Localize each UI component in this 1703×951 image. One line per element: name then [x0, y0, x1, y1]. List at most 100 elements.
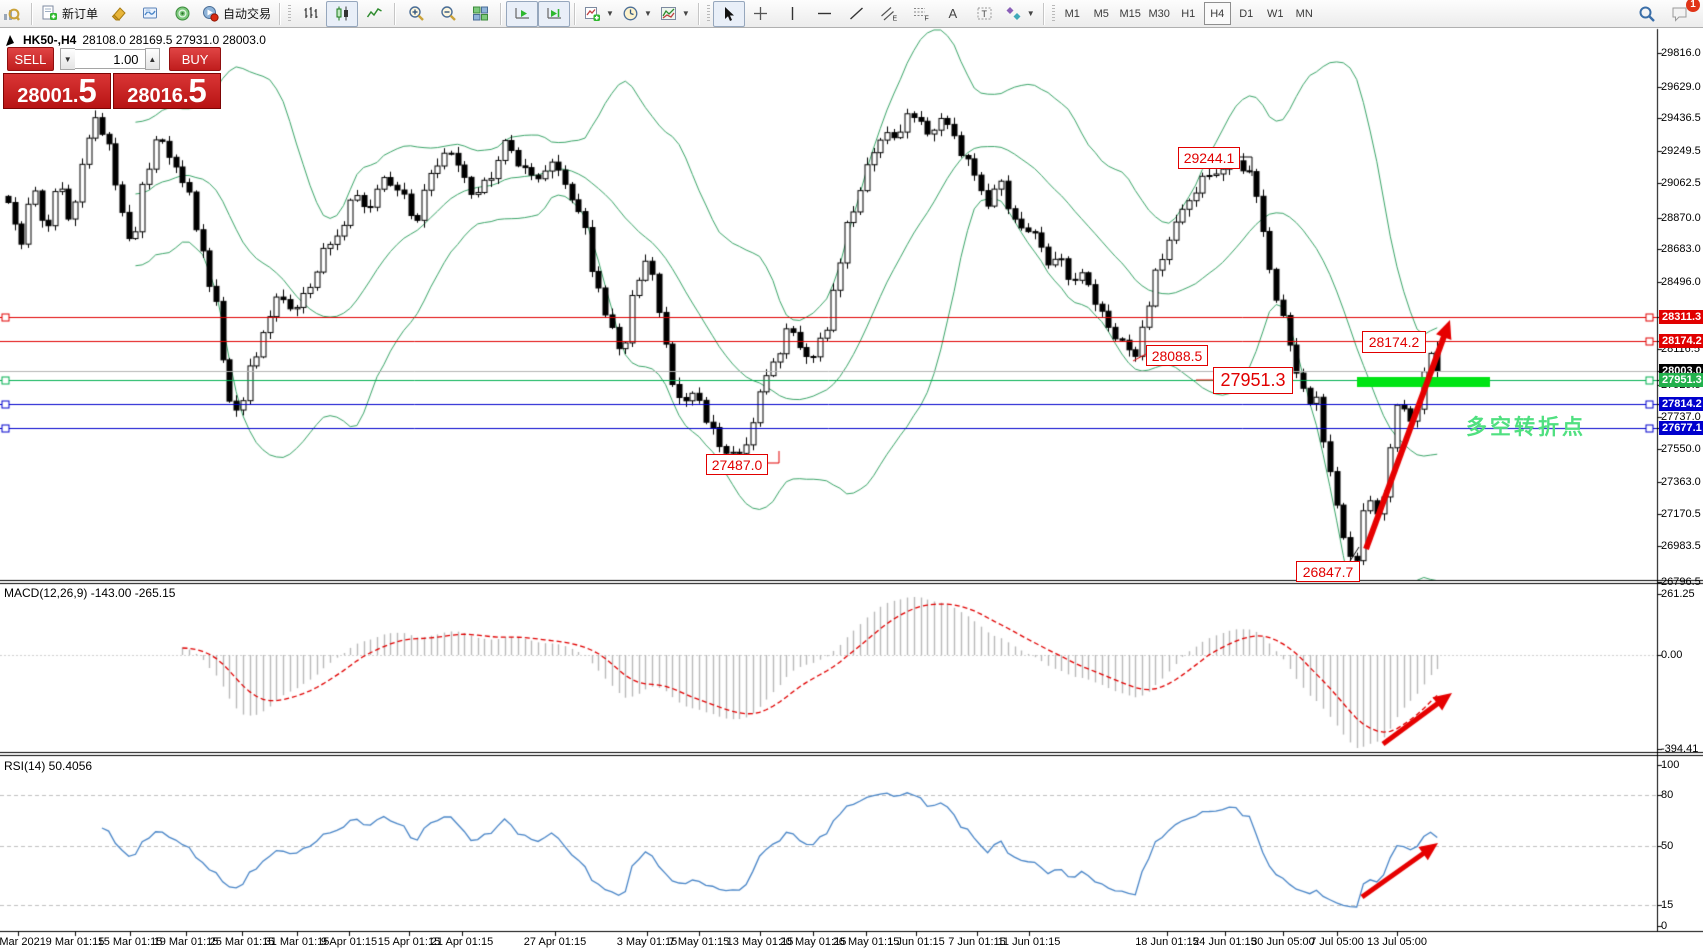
styler-button[interactable] [102, 1, 134, 27]
new-order-icon [42, 5, 57, 20]
toolbar-separator [1042, 2, 1045, 25]
toolbar-separator [697, 2, 700, 25]
crosshair-tool-button[interactable] [745, 1, 777, 27]
price-annotation[interactable]: 28174.2 [1362, 331, 1426, 353]
navigator-button[interactable] [166, 1, 198, 27]
buy-price-point: . [182, 85, 189, 107]
sell-price-pips: 5 [78, 72, 97, 109]
macd-indicator-label: MACD(12,26,9) -143.00 -265.15 [4, 586, 176, 600]
tf-M5[interactable]: M5 [1093, 7, 1109, 20]
notifications-button[interactable]: 1 [1663, 0, 1700, 27]
toolbar-separator [394, 2, 397, 25]
main-toolbar: 新订单 自动交易 [0, 0, 1703, 28]
tf-W1[interactable]: W1 [1266, 7, 1284, 20]
one-click-trading-panel: SELL ▼ ▲ BUY 28001.5 28016.5 [3, 47, 221, 109]
sell-price-main: 28001 [17, 85, 73, 107]
rsi-indicator-label: RSI(14) 50.4056 [4, 759, 93, 773]
horizontal-line-tool-button[interactable] [809, 1, 841, 27]
timeframe-toolbar: M1 M5 M15 M30 H1 H4 D1 W1 MN [1058, 2, 1319, 25]
vertical-line-tool-button[interactable] [777, 1, 809, 27]
line-chart-mode-button[interactable] [358, 1, 390, 27]
volume-decrease-button[interactable]: ▼ [59, 48, 75, 70]
fibonacci-tool-button[interactable]: F [905, 1, 937, 27]
trendline-tool-button[interactable] [841, 1, 873, 27]
sell-price-display[interactable]: 28001. 5 [3, 73, 111, 109]
tf-MN[interactable]: MN [1295, 7, 1313, 20]
shapes-icon [1006, 7, 1021, 20]
cursor-tool-button[interactable] [712, 0, 745, 27]
search-icon [1639, 6, 1655, 22]
auto-scroll-icon [514, 8, 529, 19]
zoom-in-button[interactable] [400, 1, 432, 27]
chevron-down-icon: ▼ [681, 9, 690, 18]
svg-text:T: T [981, 9, 987, 19]
autotrading-label: 自动交易 [223, 7, 272, 21]
buy-price-display[interactable]: 28016. 5 [113, 73, 221, 109]
tile-windows-button[interactable] [464, 1, 496, 27]
zoom-out-button[interactable] [432, 1, 464, 27]
toolbar-grip [1051, 4, 1055, 23]
price-annotation[interactable]: 26847.7 [1296, 561, 1360, 582]
price-annotation[interactable]: 28088.5 [1146, 345, 1208, 366]
periods-button[interactable]: ▼ [618, 1, 656, 27]
tf-M30[interactable]: M30 [1148, 7, 1170, 20]
indicators-button[interactable]: ▼ [580, 1, 618, 27]
cursor-icon [725, 6, 735, 21]
tf-M1[interactable]: M1 [1064, 7, 1080, 20]
candlestick-mode-button[interactable] [326, 0, 359, 27]
autotrading-icon [203, 6, 219, 22]
chevron-down-icon: ▼ [606, 9, 614, 18]
tf-D1[interactable]: D1 [1239, 7, 1254, 20]
horizontal-line-icon [818, 12, 832, 15]
price-annotation[interactable]: 27951.3 [1213, 367, 1293, 394]
price-annotation[interactable]: 27487.0 [706, 454, 768, 475]
new-order-button[interactable]: 新订单 [37, 1, 102, 27]
text-label-tool-button[interactable]: T [969, 1, 1001, 27]
arrows-tool-button[interactable]: ▼ [1001, 1, 1039, 27]
sell-button[interactable]: SELL [7, 47, 54, 71]
notification-badge: 1 [1686, 0, 1700, 12]
templates-button[interactable]: ▼ [656, 1, 694, 27]
text-tool-button[interactable]: A [937, 1, 969, 27]
candlestick-icon [336, 6, 348, 21]
price-annotation[interactable]: 29244.1 [1178, 147, 1240, 169]
chart-shift-button[interactable] [538, 0, 571, 27]
buy-price-pips: 5 [188, 72, 207, 109]
tf-H1[interactable]: H1 [1181, 7, 1196, 20]
vertical-line-icon [792, 7, 794, 20]
bar-chart-icon [304, 7, 318, 18]
buy-button[interactable]: BUY [169, 47, 221, 71]
bar-chart-mode-button[interactable] [294, 1, 326, 27]
new-order-label: 新订单 [62, 7, 99, 21]
zoom-out-icon [440, 6, 456, 21]
toolbar-separator [279, 2, 282, 25]
trendline-icon [850, 7, 864, 20]
eraser-icon [111, 7, 126, 21]
clock-icon [623, 6, 638, 21]
toolbar-separator [31, 2, 33, 25]
volume-increase-button[interactable]: ▲ [144, 48, 161, 70]
turning-point-note[interactable]: 多空转折点 [1466, 416, 1586, 439]
svg-text:E: E [892, 16, 897, 23]
zoom-in-icon [408, 6, 424, 21]
autotrading-button[interactable]: 自动交易 [198, 1, 275, 27]
search-button[interactable] [1631, 1, 1663, 27]
market-watch-icon[interactable] [0, 1, 27, 27]
tile-windows-icon [472, 6, 488, 21]
chart-shift-icon [546, 8, 561, 19]
svg-text:F: F [924, 16, 928, 23]
symbol-period-label: HK50-,H4 [23, 33, 77, 47]
channel-tool-button[interactable]: E [873, 1, 905, 27]
text-label-icon: T [977, 7, 992, 20]
tf-H4[interactable]: H4 [1203, 2, 1231, 25]
auto-scroll-button[interactable] [506, 0, 539, 27]
ohlc-values: 28108.0 28169.5 27931.0 28003.0 [82, 33, 266, 47]
tf-M15[interactable]: M15 [1119, 7, 1141, 20]
crosshair-icon [754, 7, 768, 20]
charts-window-button[interactable] [134, 1, 166, 27]
toolbar-grip [706, 4, 710, 23]
charts-icon [142, 7, 157, 19]
buy-price-main: 28016 [127, 85, 183, 107]
volume-input[interactable] [74, 49, 145, 69]
